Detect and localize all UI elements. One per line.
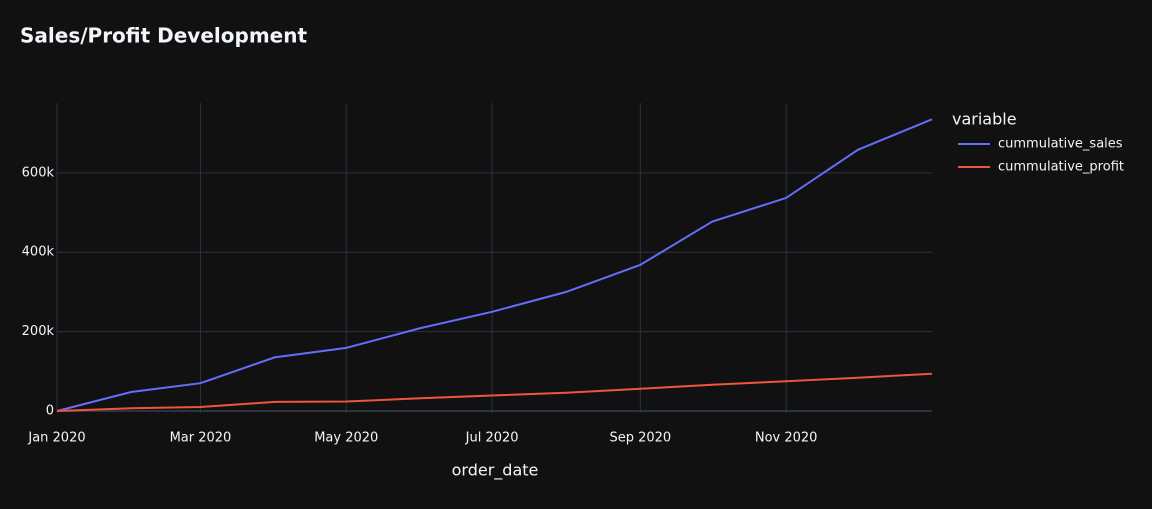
x-axis-title: order_date <box>452 461 539 481</box>
y-tick-label: 600k <box>22 165 55 180</box>
x-tick-label: Mar 2020 <box>170 431 232 446</box>
series-line <box>56 372 933 412</box>
x-tick-label: Nov 2020 <box>755 431 818 446</box>
y-tick-label: 0 <box>46 404 54 419</box>
legend-label: cummulative_sales <box>998 137 1123 152</box>
x-tick-label: May 2020 <box>314 431 378 446</box>
x-tick-label: Jan 2020 <box>27 431 85 446</box>
y-tick-label: 200k <box>22 324 55 339</box>
legend-label: cummulative_profit <box>998 160 1124 175</box>
x-tick-label: Jul 2020 <box>465 431 519 446</box>
series-line <box>56 118 933 412</box>
y-tick-label: 400k <box>22 245 55 260</box>
x-tick-label: Sep 2020 <box>609 431 671 446</box>
chart-title: Sales/Profit Development <box>20 24 307 48</box>
legend-title: variable <box>952 110 1017 129</box>
